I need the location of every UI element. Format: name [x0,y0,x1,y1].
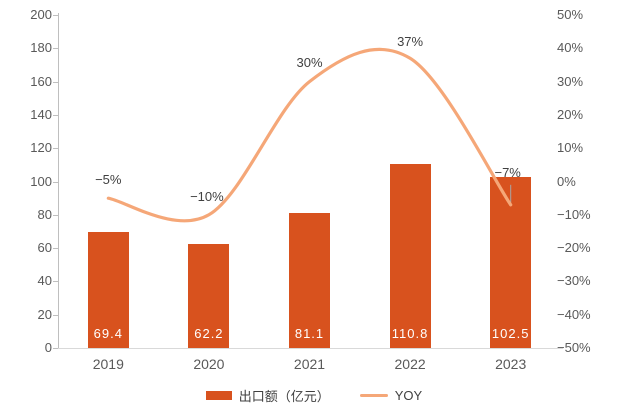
x-axis-category-label: 2020 [193,356,225,372]
y-axis-left-tick-label: 80 [37,206,52,222]
x-axis-category-label: 2023 [495,356,527,372]
y-axis-left-tick-label: 200 [30,7,52,22]
bar-series-swatch [205,390,232,400]
y-axis-left-tick-label: 0 [44,340,52,355]
y-axis-line [58,13,59,349]
y-axis-right-tick-label: −40% [557,306,591,322]
y-axis-left-tick-mark [53,15,58,16]
y-axis-right-tick-label: −50% [557,340,591,355]
legend: 出口额（亿元） YOY [0,383,628,407]
bar-value-label: 69.4 [93,326,123,341]
bar-2020 [188,244,230,348]
y-axis-left-tick-label: 120 [30,140,52,156]
y-axis-left-tick-label: 40 [37,273,52,289]
y-axis-left-tick-mark [53,348,58,349]
y-axis-right-tick-label: −10% [557,206,591,222]
y-axis-left-tick-label: 180 [30,40,52,56]
yoy-point-label: 30% [296,54,323,70]
line-series-label: YOY [394,387,423,403]
x-axis-line [58,348,563,349]
legend-item-bar-series: 出口额（亿元） [205,386,330,405]
y-axis-left-tick-mark [53,48,58,50]
y-axis-left-tick-label: 100 [30,173,52,189]
y-axis-left-tick-mark [53,314,58,316]
x-axis-category-label: 2022 [394,356,426,372]
y-axis-left-tick-mark [53,148,58,150]
y-axis-right-tick-label: 30% [557,73,584,89]
bar-value-label: 81.1 [294,326,325,341]
y-axis-right-tick-label: −20% [557,240,591,256]
y-axis-right-tick-label: −30% [557,273,591,289]
y-axis-left-tick-mark [53,214,58,216]
bar-2022 [389,163,431,348]
y-axis-right-tick-label: 10% [557,140,584,156]
x-axis-category-label: 2019 [92,356,124,372]
y-axis-left-tick-mark [53,248,58,250]
y-axis-right-tick-label: 20% [557,106,584,122]
x-axis-category-label: 2021 [293,356,326,372]
bar-value-label: 62.2 [194,326,224,341]
y-axis-left-tick-label: 140 [30,106,52,122]
yoy-point-label: −5% [95,172,122,188]
yoy-point-label: −10% [190,188,224,204]
y-axis-right-tick-label: 50% [557,7,584,22]
y-axis-left-tick-label: 20 [37,306,52,322]
y-axis-left-tick-mark [53,281,58,283]
y-axis-left-tick-mark [53,114,58,116]
line-series-swatch [359,393,388,397]
bar-2023 [490,177,532,348]
bar-2021 [289,212,330,348]
y-axis-right-tick-label: 40% [557,40,584,56]
yoy-point-label: 37% [397,34,424,50]
bar-value-label: 110.8 [391,326,429,341]
y-axis-left-tick-mark [53,81,58,83]
y-axis-left-tick-label: 160 [30,73,52,89]
y-axis-left-tick-label: 60 [37,240,52,256]
y-axis-left-tick-mark [53,181,58,183]
bar-value-label: 102.5 [491,326,530,341]
yoy-point-label: −7% [494,164,521,180]
yoy-line [106,47,513,223]
bar-series-label: 出口额（亿元） [238,388,330,404]
bar-2019 [87,232,129,348]
legend-item-line-series: YOY [359,387,423,403]
y-axis-right-tick-label: 0% [557,173,576,189]
